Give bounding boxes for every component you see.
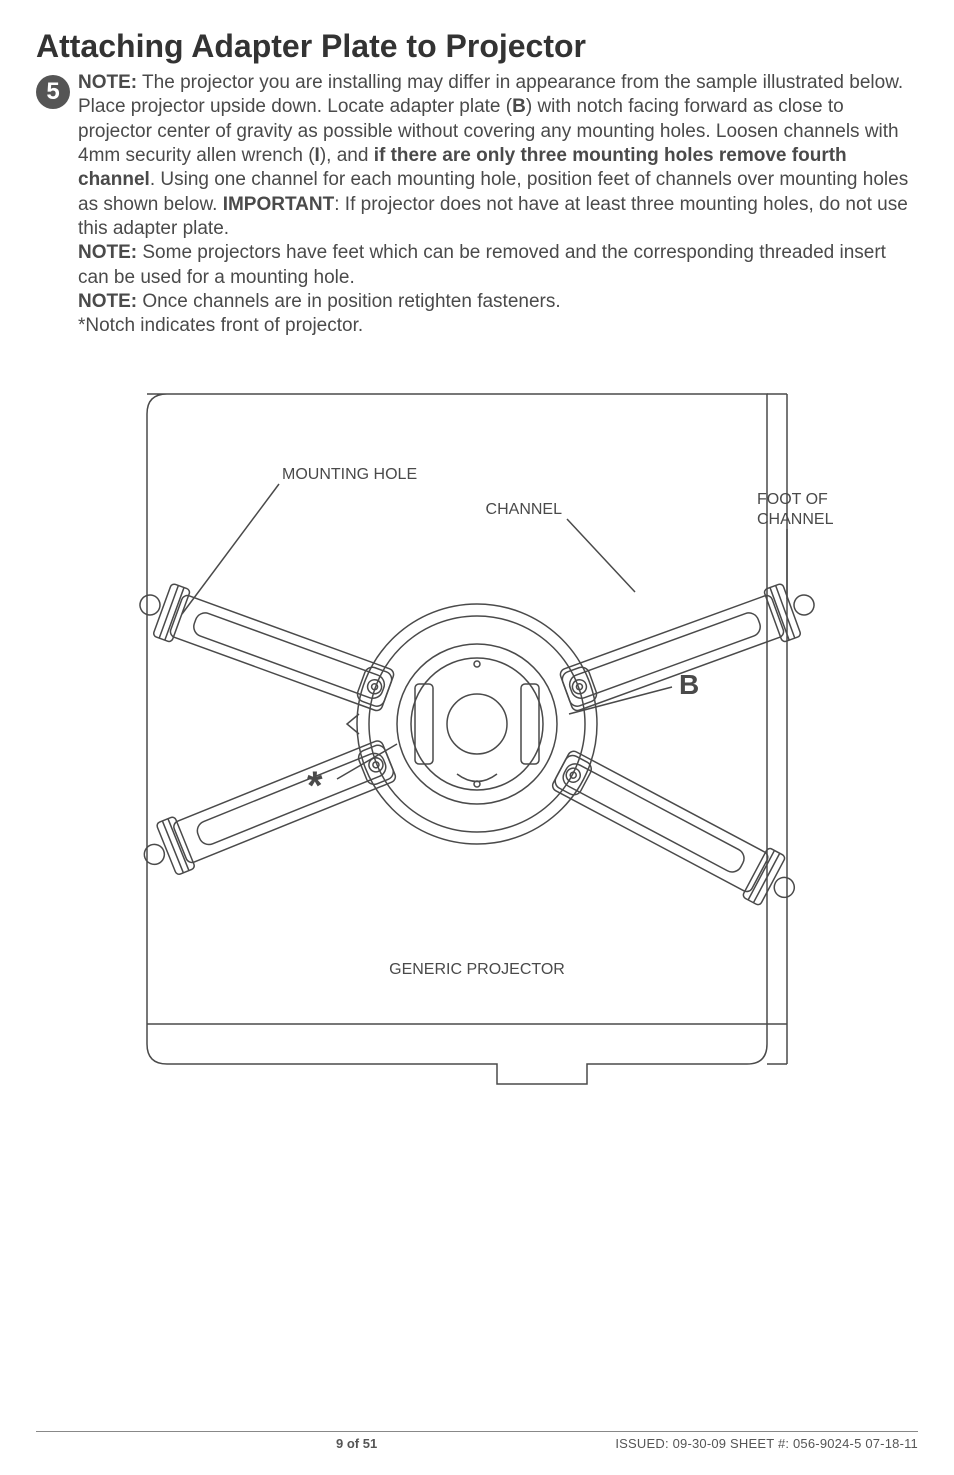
note-label: NOTE:: [78, 72, 137, 93]
p2h: IMPORTANT: [223, 194, 335, 215]
projector-outline: [147, 394, 767, 1084]
p2b: B: [512, 96, 526, 117]
label-foot-l2: CHANNEL: [757, 511, 834, 528]
hub-dot-top: [474, 661, 480, 667]
label-foot-l1: FOOT OF: [757, 491, 828, 508]
diagram-svg: MOUNTING HOLE CHANNEL FOOT OF CHANNEL B …: [97, 374, 857, 1094]
page-footer: 9 of 51 ISSUED: 09-30-09 SHEET #: 056-90…: [36, 1431, 918, 1451]
label-b: B: [679, 669, 699, 700]
p2a: Place projector upside down. Locate adap…: [78, 96, 512, 117]
diagram: MOUNTING HOLE CHANNEL FOOT OF CHANNEL B …: [97, 374, 857, 1094]
leader-mounting-hole: [182, 484, 279, 614]
hub-ring5: [447, 694, 507, 754]
step-row: 5 NOTE: The projector you are installing…: [36, 71, 918, 338]
hub-ring3: [397, 644, 557, 804]
footer-issued: ISSUED: 09-30-09 SHEET #: 056-9024-5 07-…: [615, 1436, 918, 1451]
hub-outer: [357, 604, 597, 844]
p5: *Notch indicates front of projector.: [78, 314, 918, 338]
p3b: Some projectors have feet which can be r…: [78, 242, 886, 287]
diagram-container: MOUNTING HOLE CHANNEL FOOT OF CHANNEL B …: [36, 374, 918, 1094]
p4b: Once channels are in position retighten …: [137, 291, 561, 312]
page: Attaching Adapter Plate to Projector 5 N…: [0, 0, 954, 1475]
page-title: Attaching Adapter Plate to Projector: [36, 28, 918, 65]
note-label-3: NOTE:: [78, 291, 137, 312]
step-number-badge: 5: [36, 75, 70, 109]
hub-ring4: [411, 658, 543, 790]
p1-text: The projector you are installing may dif…: [137, 72, 903, 93]
leader-channel: [567, 519, 635, 592]
footer-page: 9 of 51: [336, 1436, 377, 1451]
p2e: ), and: [320, 145, 374, 166]
label-channel: CHANNEL: [486, 501, 563, 518]
hub-ring2: [369, 616, 585, 832]
label-mounting-hole: MOUNTING HOLE: [282, 466, 417, 483]
channel-arms: [131, 576, 823, 918]
step-number: 5: [46, 78, 59, 106]
label-generic-projector: GENERIC PROJECTOR: [389, 961, 565, 978]
label-star: *: [307, 764, 323, 808]
body-text: NOTE: The projector you are installing m…: [78, 71, 918, 338]
note-label-2: NOTE:: [78, 242, 137, 263]
